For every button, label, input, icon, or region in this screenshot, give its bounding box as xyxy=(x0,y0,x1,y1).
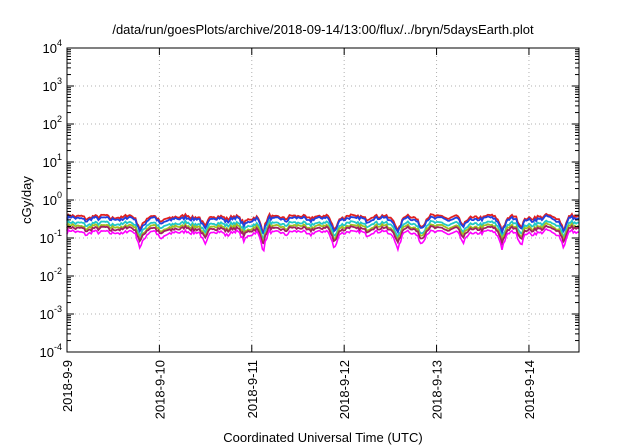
x-axis-label: Coordinated Universal Time (UTC) xyxy=(223,430,422,445)
y-tick-label: 101 xyxy=(43,152,62,170)
series-line xyxy=(66,214,580,237)
series-line xyxy=(66,218,580,242)
x-tick-label: 2018-9-14 xyxy=(522,360,537,419)
y-axis-label: cGy/day xyxy=(19,176,34,224)
y-tick-label: 102 xyxy=(43,114,62,132)
y-tick-label: 10-3 xyxy=(40,304,62,322)
y-tick-labels: 10-4 10-3 10-2 10-1 100 101 102 103 104 xyxy=(40,38,62,360)
y-tick-label: 10-1 xyxy=(40,228,62,246)
series-line xyxy=(66,221,580,244)
y-tick-label: 10-4 xyxy=(40,342,62,360)
series-group xyxy=(66,211,580,253)
chart-title: /data/run/goesPlots/archive/2018-09-14/1… xyxy=(112,22,534,37)
series-line xyxy=(66,223,580,247)
series-line xyxy=(66,227,580,253)
y-tick-label: 104 xyxy=(43,38,62,56)
x-tick-label: 2018-9-10 xyxy=(152,360,167,419)
x-tick-labels: 2018-9-9 2018-9-10 2018-9-11 2018-9-12 2018-… xyxy=(60,360,537,419)
y-tick-label: 10-2 xyxy=(40,266,62,284)
x-tick-label: 2018-9-13 xyxy=(430,360,445,419)
y-tick-label: 103 xyxy=(43,76,62,94)
y-tick-label: 100 xyxy=(43,190,62,208)
x-tick-label: 2018-9-9 xyxy=(60,360,75,412)
x-tick-label: 2018-9-12 xyxy=(337,360,352,419)
grid xyxy=(67,48,579,352)
ticks xyxy=(66,47,579,353)
series-line xyxy=(66,211,580,235)
x-tick-label: 2018-9-11 xyxy=(245,360,260,418)
